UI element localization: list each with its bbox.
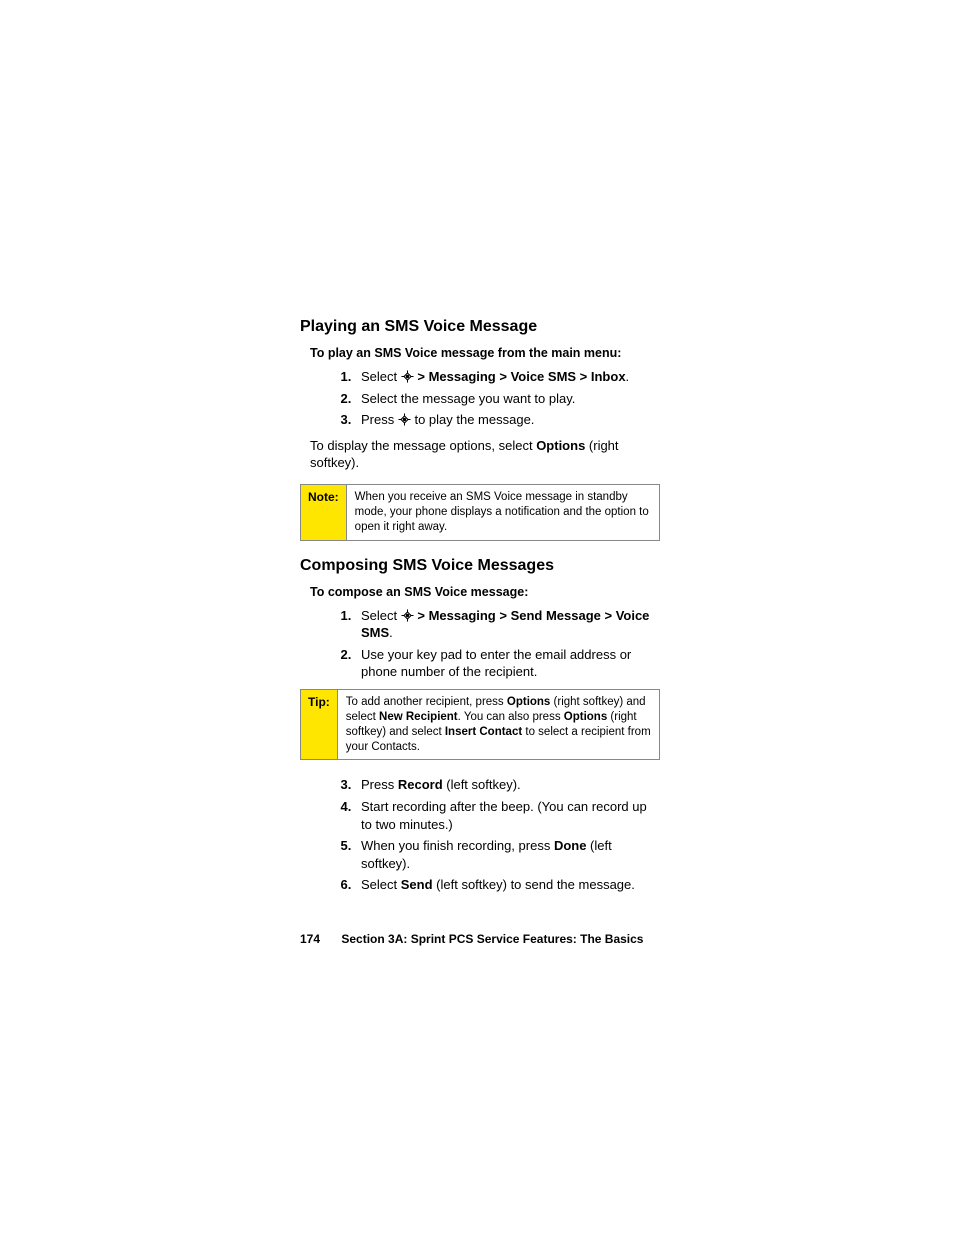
tip-box: Tip: To add another recipient, press Opt… — [300, 689, 660, 761]
step: Select the message you want to play. — [355, 390, 660, 408]
step: Select > Messaging > Voice SMS > Inbox. — [355, 368, 660, 386]
step: Select Send (left softkey) to send the m… — [355, 876, 660, 894]
note-box: Note: When you receive an SMS Voice mess… — [300, 484, 660, 541]
tip-body: To add another recipient, press Options … — [338, 690, 659, 760]
note-label: Note: — [301, 485, 347, 540]
page-number: 174 — [300, 932, 320, 946]
lead-playing: To play an SMS Voice message from the ma… — [310, 346, 660, 360]
steps-playing: Select > Messaging > Voice SMS > Inbox. … — [300, 368, 660, 429]
page-footer: 174 Section 3A: Sprint PCS Service Featu… — [300, 932, 643, 946]
steps-composing-b: Press Record (left softkey). Start recor… — [300, 776, 660, 893]
note-body: When you receive an SMS Voice message in… — [347, 485, 659, 540]
heading-playing: Playing an SMS Voice Message — [300, 318, 660, 336]
nav-key-icon — [398, 413, 411, 426]
nav-key-icon — [401, 609, 414, 622]
step: Press Record (left softkey). — [355, 776, 660, 794]
lead-composing: To compose an SMS Voice message: — [310, 585, 660, 599]
step: Select > Messaging > Send Message > Voic… — [355, 607, 660, 642]
para-display-options: To display the message options, select O… — [310, 437, 660, 472]
step: Start recording after the beep. (You can… — [355, 798, 660, 833]
footer-text: Section 3A: Sprint PCS Service Features:… — [341, 932, 643, 946]
steps-composing-a: Select > Messaging > Send Message > Voic… — [300, 607, 660, 681]
nav-key-icon — [401, 370, 414, 383]
step: Press to play the message. — [355, 411, 660, 429]
heading-composing: Composing SMS Voice Messages — [300, 557, 660, 575]
step: Use your key pad to enter the email addr… — [355, 646, 660, 681]
step: When you finish recording, press Done (l… — [355, 837, 660, 872]
tip-label: Tip: — [301, 690, 338, 760]
page-content: Playing an SMS Voice Message To play an … — [300, 318, 660, 902]
